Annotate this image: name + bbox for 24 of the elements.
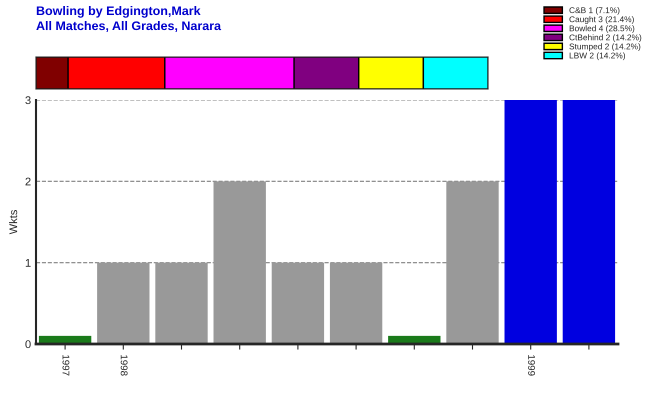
x-tick-label: 1999 xyxy=(528,355,535,376)
legend-label: Bowled 4 (28.5%) xyxy=(570,25,634,33)
bar xyxy=(272,262,324,344)
legend-label: Caught 3 (21.4%) xyxy=(569,16,634,24)
bar xyxy=(97,262,150,344)
y-axis-title: Wkts xyxy=(9,210,18,234)
bar xyxy=(155,262,208,344)
y-tick-label: 1 xyxy=(26,259,31,267)
legend-label: C&B 1 (7.1%) xyxy=(569,7,620,15)
chart-title: Bowling by Edgington,Mark xyxy=(36,6,201,18)
bar xyxy=(562,100,616,344)
chart-subtitle: All Matches, All Grades, Narara xyxy=(36,21,222,32)
legend-label: Stumped 2 (14.2%) xyxy=(569,43,640,52)
x-tick-label: 1998 xyxy=(120,355,128,376)
legend-label: LBW 2 (14.2%) xyxy=(570,52,626,60)
bar xyxy=(504,100,557,344)
bar xyxy=(214,181,266,344)
y-tick-label: 2 xyxy=(26,178,31,186)
x-tick-label: 1997 xyxy=(62,355,70,376)
bar xyxy=(330,262,382,344)
y-tick-label: 0 xyxy=(25,340,31,348)
bar xyxy=(446,181,499,344)
legend-label: CtBehind 2 (14.2%) xyxy=(569,34,642,42)
y-tick-label: 3 xyxy=(25,96,31,104)
